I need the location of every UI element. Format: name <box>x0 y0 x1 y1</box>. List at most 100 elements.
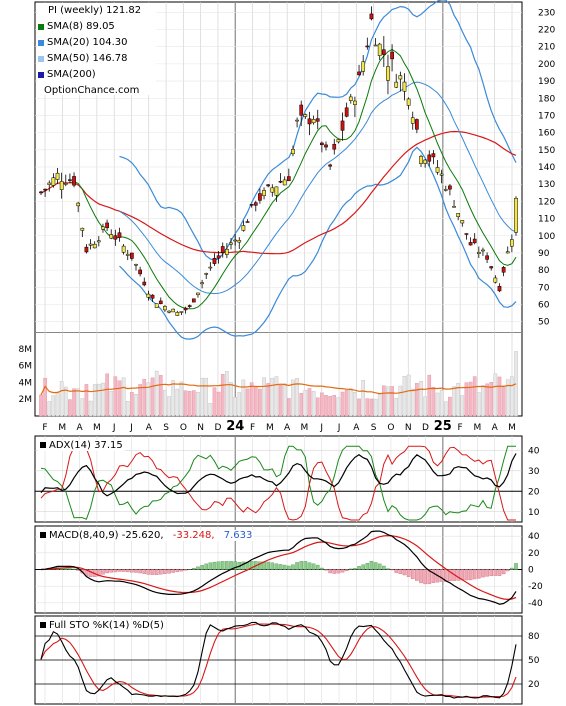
macd-histogram-bar <box>410 569 415 580</box>
candle-body <box>431 153 436 158</box>
price-tick-label: 90 <box>538 249 550 259</box>
macd-histogram-bar <box>456 569 460 581</box>
x-tick-label: D <box>214 423 221 433</box>
x-tick-label: F <box>458 423 463 433</box>
candle-body <box>340 120 345 131</box>
volume-bar <box>51 395 56 417</box>
x-tick-label: F <box>42 423 47 433</box>
candle-body <box>84 246 89 253</box>
candle-body <box>92 243 97 249</box>
candle-body <box>253 202 258 206</box>
volume-bar <box>68 399 72 417</box>
volume-bar <box>171 380 175 417</box>
x-tick-label: M <box>93 423 101 433</box>
legend-swatch-sma20 <box>38 40 44 46</box>
candle-body <box>410 117 415 124</box>
macd-histogram-bar <box>295 562 299 570</box>
candle-body <box>402 81 407 92</box>
volume-bar <box>410 388 415 417</box>
volume-bar <box>101 382 105 417</box>
volume-bar <box>146 382 151 417</box>
volume-bar <box>200 377 204 417</box>
macd-histogram-bar <box>113 569 118 573</box>
volume-bar <box>510 376 514 417</box>
candle-body <box>344 107 349 117</box>
x-tick-label: M <box>58 423 66 433</box>
macd-histogram-bar <box>423 569 427 585</box>
macd-line <box>40 530 517 605</box>
volume-bar <box>97 383 101 417</box>
volume-bar <box>456 383 460 417</box>
volume-bar <box>402 376 407 417</box>
macd-tick-label: 0 <box>528 566 534 576</box>
candle-body <box>212 257 217 264</box>
macd-histogram-bar <box>142 569 147 574</box>
volume-bar <box>348 388 353 417</box>
candle-body <box>117 232 122 238</box>
price-tick-label: 210 <box>538 43 555 53</box>
macd-histogram-bar <box>278 564 283 570</box>
legend-sma50: SMA(50) 146.78 <box>38 51 156 67</box>
macd-histogram-bar <box>63 568 68 570</box>
candle-body <box>183 307 188 311</box>
candle-body <box>55 172 60 180</box>
candle-body <box>76 202 81 207</box>
volume-bar <box>134 394 138 417</box>
macd-histogram-bar <box>212 561 217 570</box>
candle-body <box>262 190 266 197</box>
volume-bar <box>382 385 386 417</box>
sto-tick-label: 50 <box>528 656 540 666</box>
candle-body <box>130 252 134 259</box>
volume-bar <box>307 388 312 417</box>
macd-histogram-bar <box>369 560 374 570</box>
candle-body <box>381 49 386 55</box>
candle-body <box>365 45 370 48</box>
x-tick-label: S <box>371 423 377 433</box>
volume-bar <box>266 383 270 417</box>
volume-bar <box>493 373 498 417</box>
volume-bar <box>282 383 287 417</box>
sto-k-line <box>40 621 517 699</box>
candle-body <box>377 43 382 56</box>
macd-histogram-bar <box>125 569 130 573</box>
volume-bar <box>369 398 374 417</box>
candle-body <box>96 240 101 243</box>
x-tick-label: 25 <box>434 419 452 434</box>
candle-body <box>241 225 246 231</box>
candle-body <box>113 235 118 240</box>
candle-body <box>225 248 229 255</box>
volume-bar <box>163 389 167 417</box>
volume-bar <box>315 397 320 417</box>
price-tick-label: 230 <box>538 8 555 18</box>
price-tick-label: 50 <box>538 318 550 328</box>
candle-body <box>497 286 502 292</box>
macd-histogram-bar <box>402 569 407 576</box>
macd-histogram-bar <box>431 569 436 583</box>
price-tick-label: 150 <box>538 146 555 156</box>
volume-bar <box>130 392 134 417</box>
volume-bar <box>117 380 122 417</box>
volume-tick-label: 2M <box>19 395 33 405</box>
volume-bar <box>344 390 349 417</box>
volume-bar <box>443 401 448 417</box>
volume-bar <box>72 388 76 417</box>
legend-swatch-sma8 <box>38 24 44 30</box>
candle-body <box>472 238 477 244</box>
macd-histogram-bar <box>101 569 105 575</box>
volume-bar <box>158 375 163 417</box>
volume-bar <box>373 398 378 417</box>
candle-body <box>369 13 374 20</box>
macd-histogram-bar <box>258 561 262 570</box>
volume-bar <box>460 395 465 417</box>
macd-histogram-bar <box>192 568 196 570</box>
macd-histogram-bar <box>328 569 332 574</box>
volume-bar <box>229 382 233 417</box>
volume-bar <box>361 380 365 417</box>
macd-tick-label: -40 <box>528 599 543 609</box>
volume-bar <box>204 377 209 417</box>
bollinger-upper <box>119 0 517 261</box>
candle-body <box>196 292 200 296</box>
candle-body <box>324 144 328 148</box>
di-plus-line <box>40 445 516 521</box>
macd-histogram-bar <box>510 567 514 570</box>
